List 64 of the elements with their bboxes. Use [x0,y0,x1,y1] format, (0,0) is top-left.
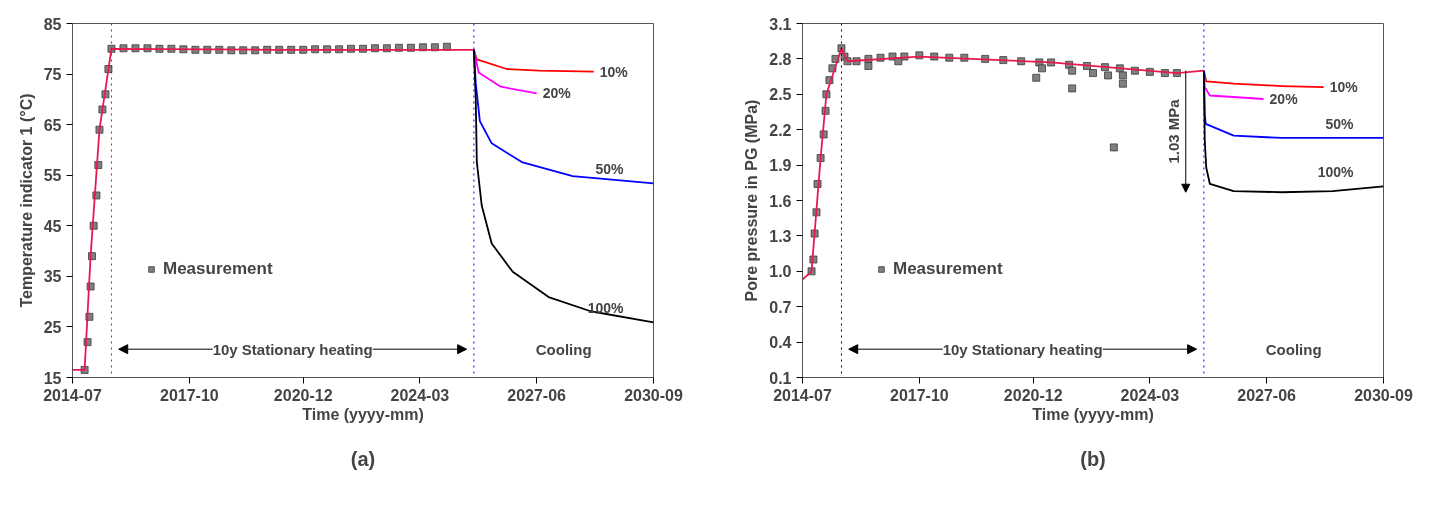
series-label: 50% [1325,115,1355,132]
y-tick-label: 0.7 [769,298,792,316]
point [1068,84,1077,93]
x-tick-label: 2020-12 [1003,386,1063,404]
point [1032,73,1041,82]
series-label: 10% [1329,79,1359,96]
y-tick-label: 1.9 [769,157,792,175]
y-tick-label: 35 [43,268,62,286]
y-tick-label: 1.0 [769,263,792,281]
point [1038,64,1046,73]
series-label: 100% [587,300,625,317]
y-tick-label: 1.6 [769,192,792,210]
x-axis-title: Time (yyyy-mm) [1032,405,1154,423]
line-series [472,48,654,324]
text: (a) [350,447,376,470]
x-tick-label: 2020-12 [273,386,333,404]
y-tick-label: 15 [43,369,62,387]
point [864,62,873,70]
y-axis-title: Pore pressure in PG (MPa) [743,99,761,302]
y-axis-title: Temperature indicator 1 (°C) [17,93,35,308]
y-tick-label: 0.1 [769,369,792,387]
series-label: 10% [599,63,629,80]
x-tick-label: 2030-09 [1354,386,1413,404]
point [1068,66,1077,75]
x-tick-label: 2017-10 [890,386,949,404]
point [1109,143,1118,152]
y-tick-label: 2.2 [769,121,792,139]
y-tick-label: 45 [43,217,62,235]
series-label: 20% [542,85,572,102]
y-tick-label: 55 [43,167,62,185]
point [1104,71,1112,80]
y-tick-label: 3.1 [769,15,792,33]
annotation: Cooling [1265,340,1322,358]
series-label: 50% [595,161,625,178]
y-tick-label: 2.5 [769,86,792,104]
x-tick-label: 2024-03 [390,386,450,404]
line-series [1202,69,1384,194]
y-tick-label: 25 [43,318,62,336]
y-tick-label: 1.3 [769,227,792,245]
y-tick-label: 65 [43,116,62,134]
y-tick-label: 0.4 [769,334,792,352]
text: (b) [1080,447,1106,470]
series-label: 20% [1269,91,1299,108]
x-tick-label: 2017-10 [160,386,219,404]
legend-label: Measurement [893,259,1003,279]
y-tick-label: 75 [43,66,62,84]
x-tick-label: 2027-06 [507,386,567,404]
point [1119,71,1127,80]
annotation: 1.03 MPa [1164,98,1182,164]
series-label: 100% [1317,164,1355,181]
x-tick-label: 2030-09 [624,386,683,404]
x-axis-title: Time (yyyy-mm) [302,405,424,423]
x-tick-label: 2027-06 [1237,386,1297,404]
x-tick-label: 2014-07 [773,386,832,404]
y-tick-label: 2.8 [769,50,792,68]
point [1089,69,1097,77]
y-tick-label: 85 [43,15,62,33]
annotation: Cooling [535,340,592,358]
annotation: 10y Stationary heating [942,340,1103,358]
annotation: 10y Stationary heating [212,340,373,358]
legend-label: Measurement [163,259,273,279]
x-tick-label: 2024-03 [1120,386,1180,404]
point [1119,79,1127,88]
x-tick-label: 2014-07 [43,386,102,404]
